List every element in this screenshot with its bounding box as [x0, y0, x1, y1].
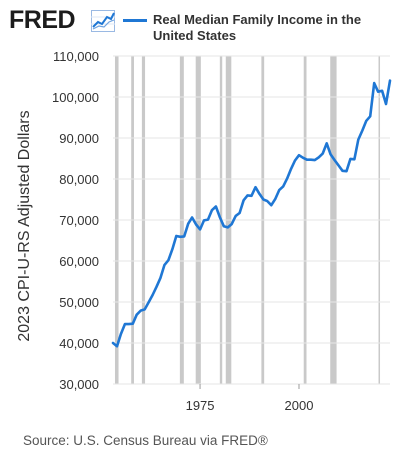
y-tick-label: 70,000	[59, 213, 99, 228]
y-axis-title: 2023 CPI-U-RS Adjusted Dollars	[16, 110, 33, 341]
y-tick-label: 80,000	[59, 172, 99, 187]
legend-swatch	[123, 19, 147, 22]
series-layer	[111, 79, 392, 348]
y-tick-label: 40,000	[59, 336, 99, 351]
fred-logo[interactable]: FRED	[9, 6, 76, 34]
y-tick-label: 50,000	[59, 295, 99, 310]
y-tick-label: 90,000	[59, 131, 99, 146]
y-tick-label: 100,000	[52, 90, 99, 105]
y-tick-label: 60,000	[59, 254, 99, 269]
series-line	[111, 79, 392, 348]
x-tick-label: 1975	[186, 398, 215, 413]
x-axis-ticks: 1975 2000	[186, 384, 314, 413]
chart-header: FRED Real Median Family Income in the Un…	[0, 0, 411, 50]
legend-label: Real Median Family Income in the United …	[153, 12, 362, 43]
y-axis-ticks: 30,000 40,000 50,000 60,000 70,000 80,000 90,0…	[52, 49, 99, 392]
gridlines	[113, 55, 390, 385]
y-tick-label: 30,000	[59, 377, 99, 392]
x-tick-label: 2000	[285, 398, 314, 413]
source-note[interactable]: Source: U.S. Census Bureau via FRED®	[23, 433, 268, 448]
y-tick-label: 110,000	[53, 49, 99, 64]
line-graph-icon	[91, 10, 115, 32]
